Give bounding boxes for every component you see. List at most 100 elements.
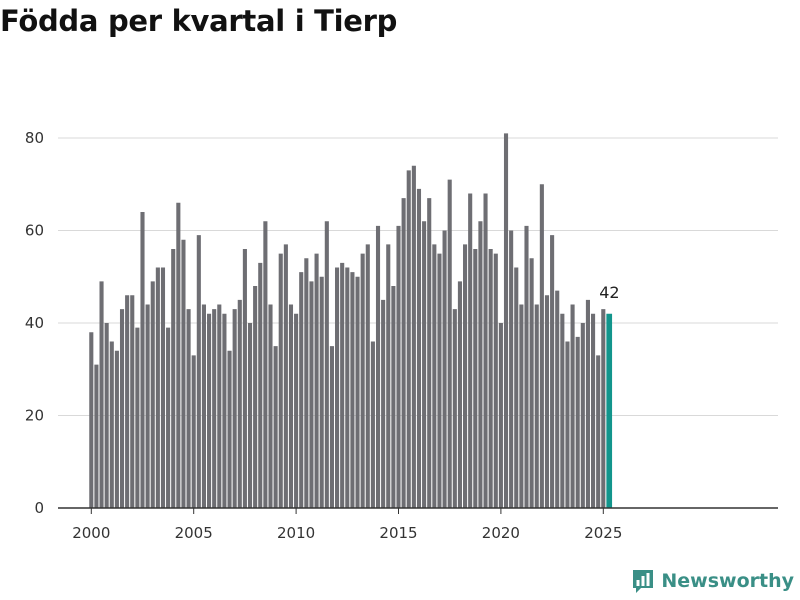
bar (94, 364, 99, 509)
bar (422, 221, 427, 508)
bar (483, 193, 488, 508)
bar (186, 309, 191, 509)
bar (237, 299, 242, 509)
bar (99, 281, 104, 509)
bar (263, 221, 268, 508)
bar (304, 258, 309, 508)
bar (242, 249, 247, 508)
bar (519, 304, 524, 508)
bar (319, 276, 324, 508)
bar (565, 341, 570, 508)
bar (488, 249, 493, 508)
bar (360, 253, 365, 509)
bar (514, 267, 519, 508)
bar (324, 221, 329, 508)
bar (283, 244, 288, 509)
newsworthy-brand[interactable]: Newsworthy (631, 568, 794, 594)
bar (145, 304, 150, 508)
bar (222, 313, 227, 508)
bar (601, 309, 606, 509)
axes: 0 20 40 60 80 42 2000 2005 2010 2015 2020 2025 (25, 129, 778, 542)
bar (89, 332, 94, 508)
bar (309, 281, 314, 509)
bar (478, 221, 483, 508)
bar (529, 258, 534, 508)
bar (468, 193, 473, 508)
bar (345, 267, 350, 508)
bar (550, 235, 555, 509)
bar (596, 355, 601, 509)
bar (130, 295, 135, 508)
bar (370, 341, 375, 508)
bar (406, 170, 411, 509)
bar (181, 239, 186, 508)
bar (278, 253, 283, 509)
bar (114, 350, 119, 508)
bar (253, 286, 258, 508)
bar (432, 244, 437, 509)
bar (452, 309, 457, 509)
x-tick-label: 2005 (175, 524, 213, 542)
bar (258, 262, 263, 509)
bar (570, 304, 575, 508)
bar (201, 304, 206, 508)
bar (119, 309, 125, 509)
x-tick-label: 2025 (584, 524, 622, 542)
bar (534, 304, 539, 508)
bar (314, 253, 319, 509)
bar (155, 267, 160, 508)
bar (247, 323, 253, 508)
bar (109, 341, 114, 508)
bar (427, 198, 432, 509)
bar (544, 295, 550, 508)
bar (386, 244, 391, 509)
bar (473, 249, 478, 508)
y-tick-label: 60 (25, 222, 44, 240)
chart-title: Födda per kvartal i Tierp (0, 4, 398, 38)
bar (135, 327, 140, 509)
bar (350, 272, 355, 509)
bar (104, 323, 109, 508)
bar (585, 299, 590, 509)
bar (503, 133, 509, 509)
bar (125, 295, 130, 508)
bar (524, 225, 529, 509)
bar (509, 230, 514, 508)
bar (580, 323, 585, 508)
x-tick-label: 2010 (277, 524, 315, 542)
bar (447, 179, 452, 509)
y-tick-label: 0 (34, 499, 44, 517)
bar (555, 290, 560, 509)
bar (463, 244, 468, 509)
bar (160, 267, 166, 508)
bar (227, 350, 232, 508)
bar (176, 202, 181, 508)
bar (191, 355, 196, 509)
bar (365, 244, 370, 509)
last-value-label: 42 (599, 283, 619, 302)
bar (381, 299, 386, 509)
y-tick-label: 80 (25, 129, 44, 147)
bars (89, 133, 613, 509)
bar (299, 272, 304, 509)
x-tick-label: 2000 (72, 524, 110, 542)
bar (457, 281, 462, 509)
bar (196, 235, 201, 509)
bar (140, 212, 145, 508)
bar (294, 313, 299, 508)
bar (217, 304, 222, 508)
brand-name: Newsworthy (661, 570, 794, 592)
bar (150, 281, 155, 509)
bar (288, 304, 294, 508)
bar (355, 276, 360, 508)
newsworthy-logo-icon (633, 570, 654, 593)
bar (166, 327, 171, 509)
bar (329, 346, 334, 509)
bar (416, 188, 422, 509)
bar (396, 225, 401, 509)
bar (591, 313, 596, 508)
y-tick-label: 20 (25, 407, 44, 425)
bar (401, 198, 406, 509)
bar (273, 346, 278, 509)
